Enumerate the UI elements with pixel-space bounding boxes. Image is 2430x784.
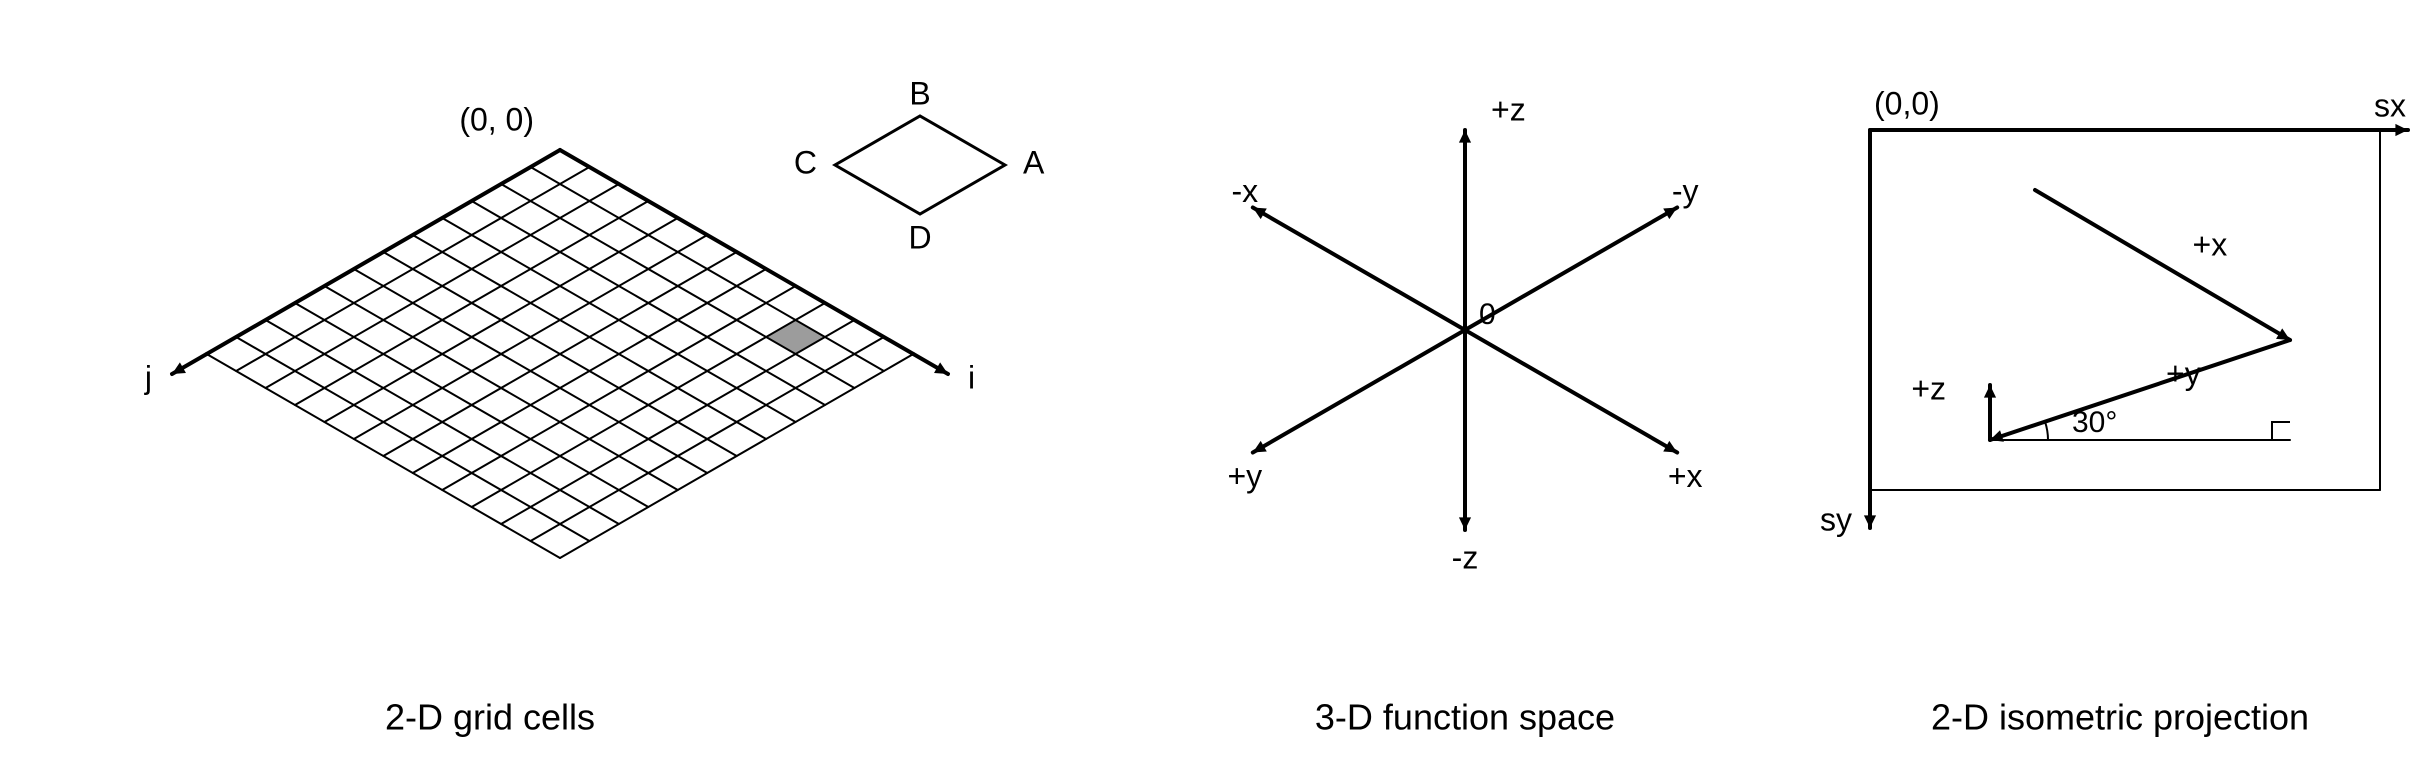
svg-text:+y: +y	[2166, 355, 2201, 391]
svg-text:+y: +y	[1227, 458, 1262, 494]
caption-panel2: 3-D function space	[1315, 697, 1615, 738]
svg-text:+z: +z	[1911, 370, 1946, 406]
svg-text:-z: -z	[1452, 539, 1479, 575]
caption-panel1: 2-D grid cells	[385, 697, 595, 738]
svg-text:30°: 30°	[2072, 406, 2117, 439]
svg-text:+z: +z	[1491, 91, 1526, 127]
svg-text:D: D	[908, 220, 931, 256]
svg-text:sx: sx	[2374, 87, 2406, 123]
svg-text:i: i	[968, 359, 975, 395]
panel-grid: (0, 0) i j A B C D	[144, 75, 1045, 558]
svg-text:sy: sy	[1820, 501, 1852, 537]
svg-text:+x: +x	[1668, 458, 1703, 494]
svg-text:+x: +x	[2193, 226, 2228, 262]
svg-text:j: j	[144, 359, 152, 395]
diamond-legend	[835, 116, 1005, 214]
svg-text:-x: -x	[1231, 173, 1258, 209]
svg-text:(0, 0): (0, 0)	[459, 101, 534, 137]
svg-text:0: 0	[1479, 298, 1496, 331]
svg-text:A: A	[1023, 144, 1045, 180]
svg-text:-y: -y	[1672, 173, 1699, 209]
highlight-cell	[766, 320, 825, 354]
panel-projection: (0,0) sx sy +x +y +z 30°	[1820, 85, 2408, 537]
svg-text:B: B	[909, 75, 930, 111]
svg-text:(0,0): (0,0)	[1874, 85, 1940, 121]
panel-axes3d: +x -x +y -y +z -z 0	[1227, 91, 1702, 575]
svg-text:C: C	[794, 144, 817, 180]
caption-panel3: 2-D isometric projection	[1931, 697, 2309, 738]
